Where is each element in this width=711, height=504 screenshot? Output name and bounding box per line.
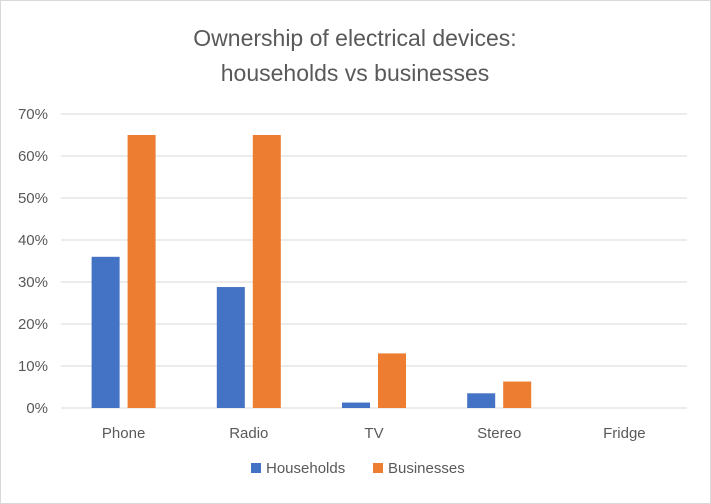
x-axis-ticks: Phone Radio TV Stereo Fridge [102,425,646,442]
legend: Households Businesses [251,460,465,477]
bars [91,135,532,408]
bar-businesses-tv [378,353,406,408]
bar-households-stereo [467,393,496,408]
x-tick-label: Phone [102,425,145,442]
y-tick-label: 60% [18,148,48,165]
bar-businesses-phone [127,135,156,408]
bar-businesses-radio [252,135,281,408]
x-tick-label: TV [364,425,383,442]
y-tick-label: 0% [26,400,48,417]
bar-households-radio [216,287,245,408]
y-tick-label: 20% [18,316,48,333]
chart-title-line-2: households vs businesses [221,60,490,86]
x-tick-label: Radio [229,425,268,442]
x-tick-label: Stereo [477,425,521,442]
x-tick-label: Fridge [603,425,646,442]
legend-label-households: Households [266,460,345,477]
y-axis-ticks: 0% 10% 20% 30% 40% 50% 60% 70% [18,106,48,417]
legend-swatch-households [251,463,261,473]
chart-title-line-1: Ownership of electrical devices: [193,25,516,51]
gridlines [61,113,687,409]
bar-households-tv [342,402,370,408]
legend-swatch-businesses [373,463,383,473]
y-tick-label: 70% [18,106,48,123]
y-tick-label: 40% [18,232,48,249]
y-tick-label: 10% [18,358,48,375]
y-tick-label: 30% [18,274,48,291]
bar-households-phone [91,256,120,408]
legend-label-businesses: Businesses [388,460,465,477]
bar-businesses-stereo [503,381,532,408]
y-tick-label: 50% [18,190,48,207]
